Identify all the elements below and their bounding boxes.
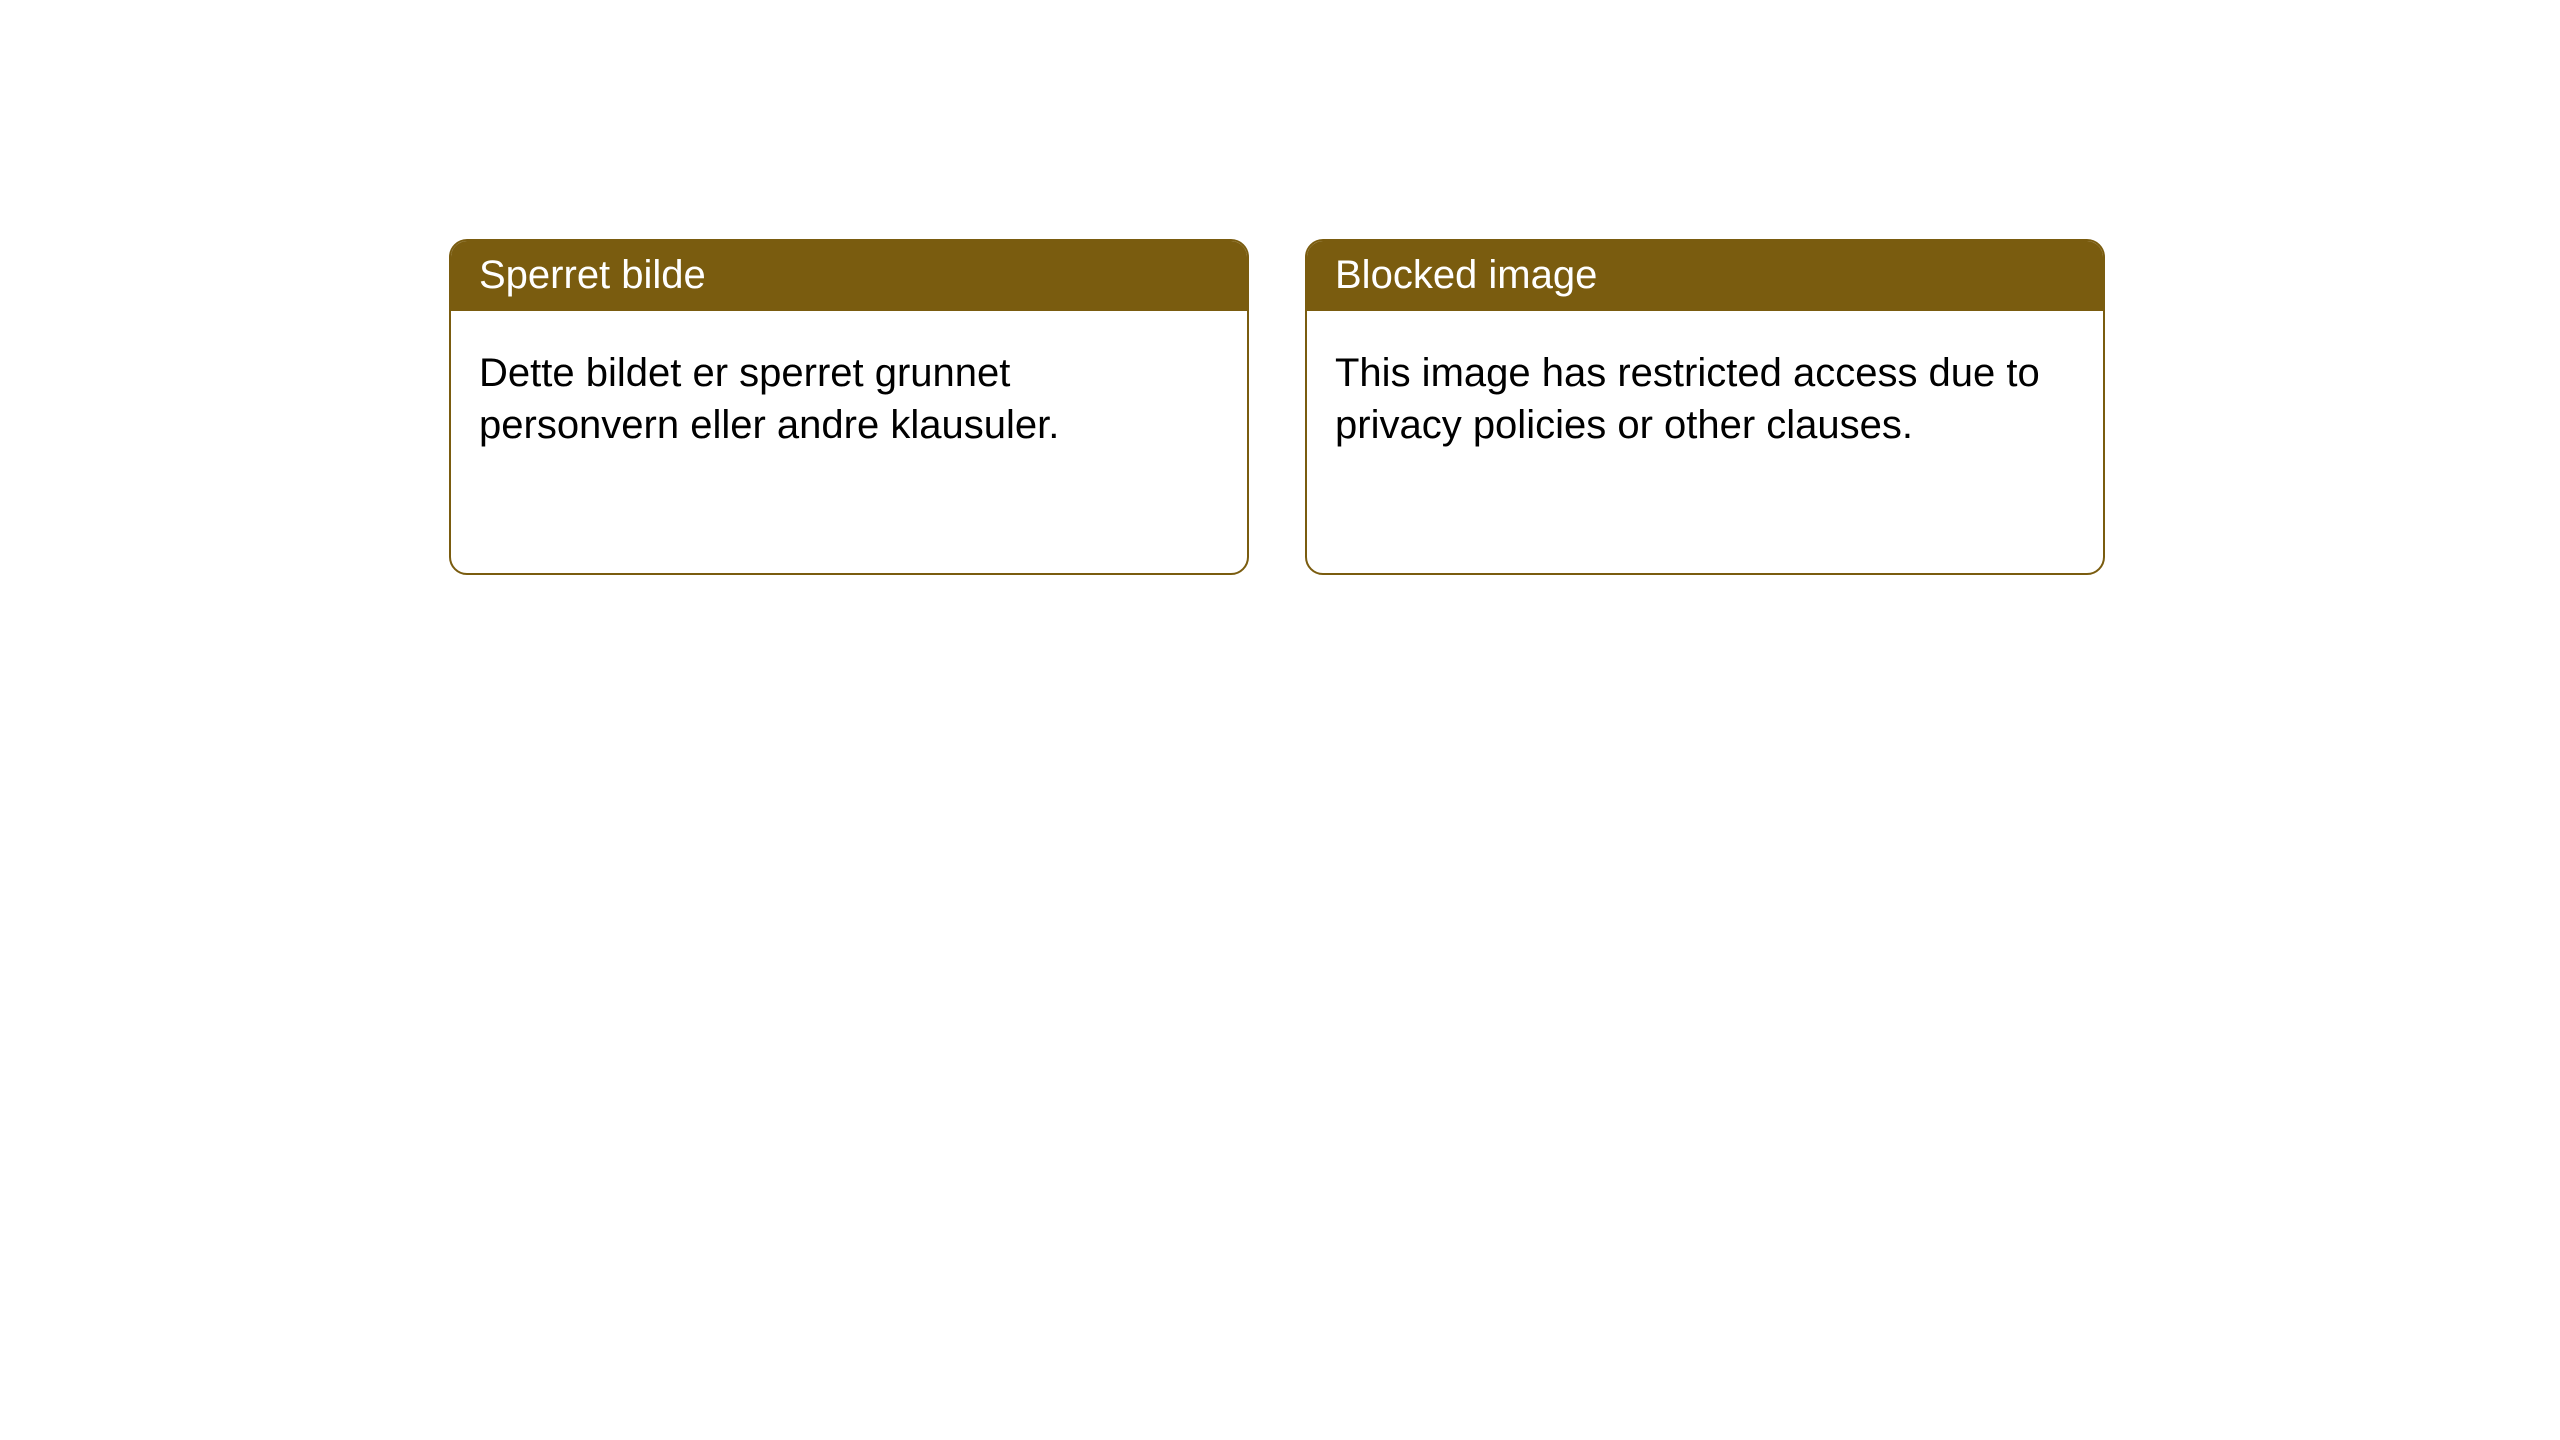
notice-body-english: This image has restricted access due to …	[1307, 311, 2103, 573]
notice-title-english: Blocked image	[1307, 241, 2103, 311]
notice-box-norwegian: Sperret bilde Dette bildet er sperret gr…	[449, 239, 1249, 575]
notice-box-english: Blocked image This image has restricted …	[1305, 239, 2105, 575]
notice-title-norwegian: Sperret bilde	[451, 241, 1247, 311]
notice-container: Sperret bilde Dette bildet er sperret gr…	[449, 239, 2105, 575]
notice-body-norwegian: Dette bildet er sperret grunnet personve…	[451, 311, 1247, 573]
